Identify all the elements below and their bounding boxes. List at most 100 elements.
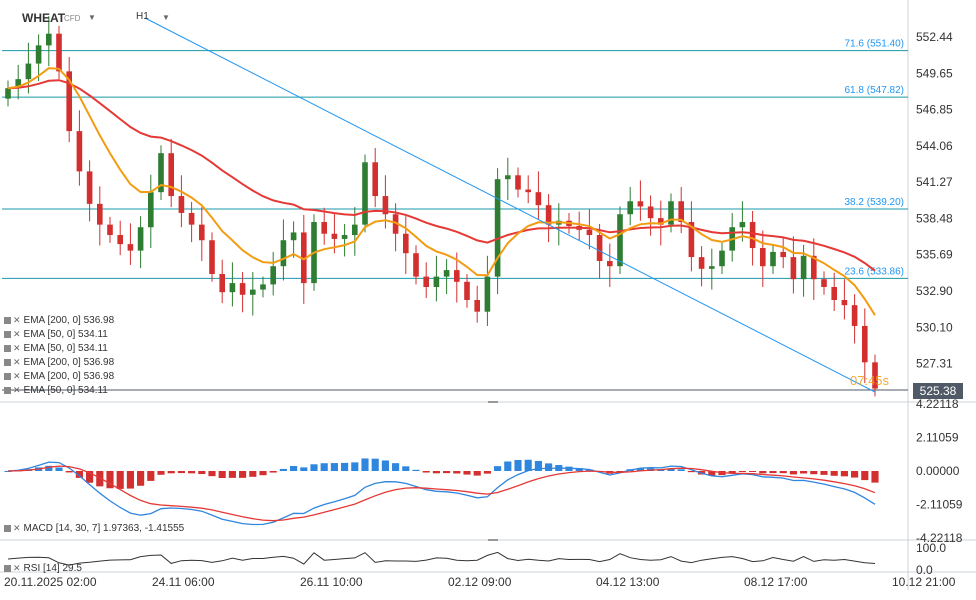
indicator-settings-icon[interactable] xyxy=(4,344,11,352)
x-tick-label: 10.12 21:00 xyxy=(892,575,956,589)
candle xyxy=(453,270,460,282)
macd-histogram-bar xyxy=(177,471,185,474)
macd-histogram-bar xyxy=(575,468,583,471)
candle xyxy=(239,283,246,295)
indicator-row[interactable]: ✕ EMA [200, 0] 536.98 xyxy=(4,356,114,369)
macd-histogram-bar xyxy=(545,463,553,471)
trendline xyxy=(144,17,876,393)
candle xyxy=(198,224,205,241)
macd-histogram-bar xyxy=(371,458,379,471)
candle xyxy=(851,305,858,326)
macd-histogram-bar xyxy=(483,471,491,474)
current-price-badge: 525.38 xyxy=(913,383,963,399)
candle xyxy=(739,222,746,228)
price-tick-label: 552.44 xyxy=(916,30,953,44)
candle xyxy=(229,283,236,293)
macd-histogram-bar xyxy=(75,471,83,478)
macd-histogram-bar xyxy=(759,471,767,474)
symbol-dropdown-icon[interactable]: ▼ xyxy=(88,13,96,22)
indicator-settings-icon[interactable] xyxy=(4,316,11,324)
indicator-close-icon[interactable]: ✕ xyxy=(13,385,21,395)
macd-histogram-bar xyxy=(86,471,94,483)
indicator-close-icon[interactable]: ✕ xyxy=(13,523,21,533)
macd-label-row[interactable]: ✕ MACD [14, 30, 7] 1.97363, -1.41555 xyxy=(4,522,184,535)
candle xyxy=(209,240,215,274)
indicator-close-icon[interactable]: ✕ xyxy=(13,357,21,367)
indicator-settings-icon[interactable] xyxy=(4,358,11,366)
candle xyxy=(137,227,144,251)
indicator-row[interactable]: ✕ EMA [200, 0] 536.98 xyxy=(4,314,114,327)
candle xyxy=(545,205,552,225)
candle xyxy=(800,255,807,280)
macd-histogram-bar xyxy=(290,466,298,471)
timeframe-dropdown-icon[interactable]: ▼ xyxy=(162,13,170,22)
candle xyxy=(770,251,776,267)
signal-line xyxy=(7,465,876,522)
macd-histogram-bar xyxy=(320,463,328,471)
macd-histogram-bar xyxy=(300,467,308,471)
indicator-settings-icon[interactable] xyxy=(4,330,11,338)
x-tick-label: 04.12 13:00 xyxy=(596,575,660,589)
timeframe-label[interactable]: H1 xyxy=(136,11,149,22)
macd-histogram-bar xyxy=(769,471,777,474)
indicator-settings-icon[interactable] xyxy=(4,564,11,572)
fib-label: 38.2 (539.20) xyxy=(845,197,905,208)
candle xyxy=(525,189,532,193)
macd-histogram-bar xyxy=(341,462,349,471)
indicator-close-icon[interactable]: ✕ xyxy=(13,563,21,573)
indicator-row[interactable]: ✕ EMA [50, 0] 534.11 xyxy=(4,328,108,341)
macd-histogram-bar xyxy=(412,469,420,471)
macd-histogram-bar xyxy=(218,471,226,478)
indicator-settings-icon[interactable] xyxy=(4,386,11,394)
candle xyxy=(586,229,593,236)
indicator-row[interactable]: ✕ EMA [200, 0] 536.98 xyxy=(4,370,114,383)
macd-histogram-bar xyxy=(432,471,440,474)
price-tick-label: 546.85 xyxy=(916,103,953,117)
macd-histogram-bar xyxy=(749,471,757,472)
macd-histogram-bar xyxy=(239,471,247,478)
candle xyxy=(861,325,868,363)
candlesticks xyxy=(5,16,878,397)
candle xyxy=(423,276,430,287)
indicator-settings-icon[interactable] xyxy=(4,524,11,532)
candle xyxy=(780,251,787,258)
indicator-row[interactable]: ✕ EMA [50, 0] 534.11 xyxy=(4,384,108,397)
indicator-settings-icon[interactable] xyxy=(4,372,11,380)
macd-histogram-bar xyxy=(269,471,277,473)
macd-histogram-bar xyxy=(871,471,879,483)
indicator-close-icon[interactable]: ✕ xyxy=(13,371,21,381)
macd-histogram-bar xyxy=(585,469,593,471)
macd-histogram-bar xyxy=(392,463,400,471)
price-tick-label: 530.10 xyxy=(916,320,953,334)
indicator-close-icon[interactable]: ✕ xyxy=(13,329,21,339)
price-axis: 552.44 549.65 546.85 544.06 541.27 538.48 535.… xyxy=(916,30,953,370)
macd-histogram-bar xyxy=(840,471,848,477)
symbol-label[interactable]: WHEAT xyxy=(22,11,66,25)
macd-histogram-bar xyxy=(636,468,644,471)
macd-histogram-bar xyxy=(167,471,175,474)
candle xyxy=(392,214,399,234)
rsi-panel: 100.0 0.0 xyxy=(7,541,946,577)
macd-histogram-bar xyxy=(310,464,318,471)
candle xyxy=(127,244,134,251)
macd-tick-label: -2.11059 xyxy=(916,498,963,512)
candle xyxy=(25,63,32,80)
macd-histogram-bar xyxy=(330,463,338,471)
macd-histogram-bar xyxy=(800,471,808,474)
macd-histogram-bar xyxy=(534,460,542,471)
rsi-label-row[interactable]: ✕ RSI [14] 29.5 xyxy=(4,562,82,575)
candle xyxy=(504,175,511,180)
instrument-type: CFD xyxy=(64,14,81,23)
macd-histogram-bar xyxy=(820,471,828,475)
indicator-close-icon[interactable]: ✕ xyxy=(13,343,21,353)
price-tick-label: 538.48 xyxy=(916,211,953,225)
candle xyxy=(402,233,409,254)
indicator-row[interactable]: ✕ EMA [50, 0] 534.11 xyxy=(4,342,108,355)
ema-50-line xyxy=(7,67,876,316)
macd-histogram-bar xyxy=(443,471,451,474)
indicator-close-icon[interactable]: ✕ xyxy=(13,315,21,325)
macd-histogram-bar xyxy=(147,471,155,481)
candle xyxy=(708,266,715,269)
macd-histogram-bar xyxy=(96,471,104,487)
macd-histogram-bar xyxy=(157,471,165,475)
